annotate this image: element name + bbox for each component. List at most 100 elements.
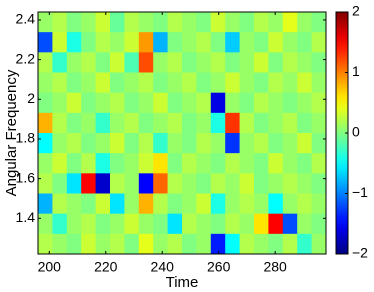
heatmap-cell [167,153,183,174]
heatmap-cell [153,173,168,194]
heatmap-cell [196,72,212,94]
heatmap-cell [182,233,197,255]
heatmap-cell [311,12,327,33]
heatmap-cell [38,213,53,235]
heatmap-cell [254,112,269,134]
heatmap-cell [297,233,312,255]
heatmap-cell [210,52,226,73]
heatmap-cell [239,193,255,215]
heatmap-cell [138,153,154,174]
heatmap-cell [95,193,111,215]
heatmap-cell [239,133,255,154]
heatmap-cell [311,52,327,73]
heatmap-cell [196,233,212,255]
heatmap-cell [182,213,197,235]
heatmap-cell [254,12,269,33]
heatmap-cell [182,193,197,215]
heatmap-cell [110,133,125,154]
heatmap-cell [268,133,284,154]
heatmap-cell [182,173,197,194]
x-tick-label: 240 [151,259,175,275]
heatmap-cell [110,173,125,194]
heatmap-cell [297,133,312,154]
heatmap-cell [225,193,240,215]
heatmap-cell [210,92,226,114]
heatmap-cell [95,173,111,194]
heatmap-cell [52,153,68,174]
heatmap-cell [282,92,298,114]
heatmap-cell [38,112,53,134]
heatmap-cell [282,153,298,174]
heatmap-cell [110,92,125,114]
heatmap-cell [282,133,298,154]
heatmap-cell [95,112,111,134]
heatmap-cell [124,233,140,255]
heatmap-cell [268,193,284,215]
heatmap-cell [153,213,168,235]
heatmap-cell [167,193,183,215]
heatmap-cell [81,32,96,53]
heatmap-cell [81,233,96,255]
heatmap-cell [52,233,68,255]
heatmap-cell [182,12,197,33]
x-tick-label: 260 [207,259,231,275]
colorbar-tick-label: −1 [352,184,368,200]
x-tick-label: 220 [94,259,118,275]
heatmap-cell [210,173,226,194]
heatmap-cell [66,213,82,235]
heatmap-cell [153,32,168,53]
heatmap-cell [66,32,82,53]
heatmap-cell [124,12,140,33]
heatmap-cell [81,153,96,174]
heatmap-cell [153,153,168,174]
heatmap-cell [138,173,154,194]
heatmap-cell [210,32,226,53]
heatmap-cell [167,32,183,53]
heatmap-cell [239,173,255,194]
heatmap-cell [182,72,197,94]
heatmap-cell [81,52,96,73]
heatmap-cell [110,52,125,73]
heatmap-cell [225,233,240,255]
heatmap-cell [52,32,68,53]
heatmap-cell [66,153,82,174]
heatmap-cell [167,213,183,235]
heatmap-cell [225,72,240,94]
heatmap-cell [311,133,327,154]
heatmap-cell [196,153,212,174]
heatmap-cell [38,173,53,194]
heatmap-cell [196,213,212,235]
heatmap-cell [95,12,111,33]
y-tick-label: 1.8 [16,130,36,146]
y-tick-label: 1.6 [16,169,36,185]
heatmap-cell [110,213,125,235]
heatmap-cell [52,72,68,94]
heatmap-cell [66,193,82,215]
heatmap-cell [210,233,226,255]
heatmap-cell [38,72,53,94]
heatmap-cell [239,112,255,134]
heatmap-cell [167,12,183,33]
heatmap-cell [254,213,269,235]
heatmap-cell [254,193,269,215]
heatmap-cell [282,52,298,73]
heatmap-cell [81,72,96,94]
heatmap-cell [282,12,298,33]
heatmap-cell [196,133,212,154]
heatmap-cell [268,213,284,235]
heatmap-cell [52,133,68,154]
heatmap-cell [124,173,140,194]
heatmap-cell [52,52,68,73]
y-tick-label: 2.4 [16,11,36,27]
heatmap-cell [52,112,68,134]
heatmap-cell [297,193,312,215]
heatmap-cell [311,213,327,235]
heatmap-cell [282,72,298,94]
heatmap-cell [110,193,125,215]
heatmap-cell [268,12,284,33]
heatmap-cell [81,193,96,215]
heatmap-cell [311,193,327,215]
heatmap-cell [124,92,140,114]
heatmap-cell [254,72,269,94]
